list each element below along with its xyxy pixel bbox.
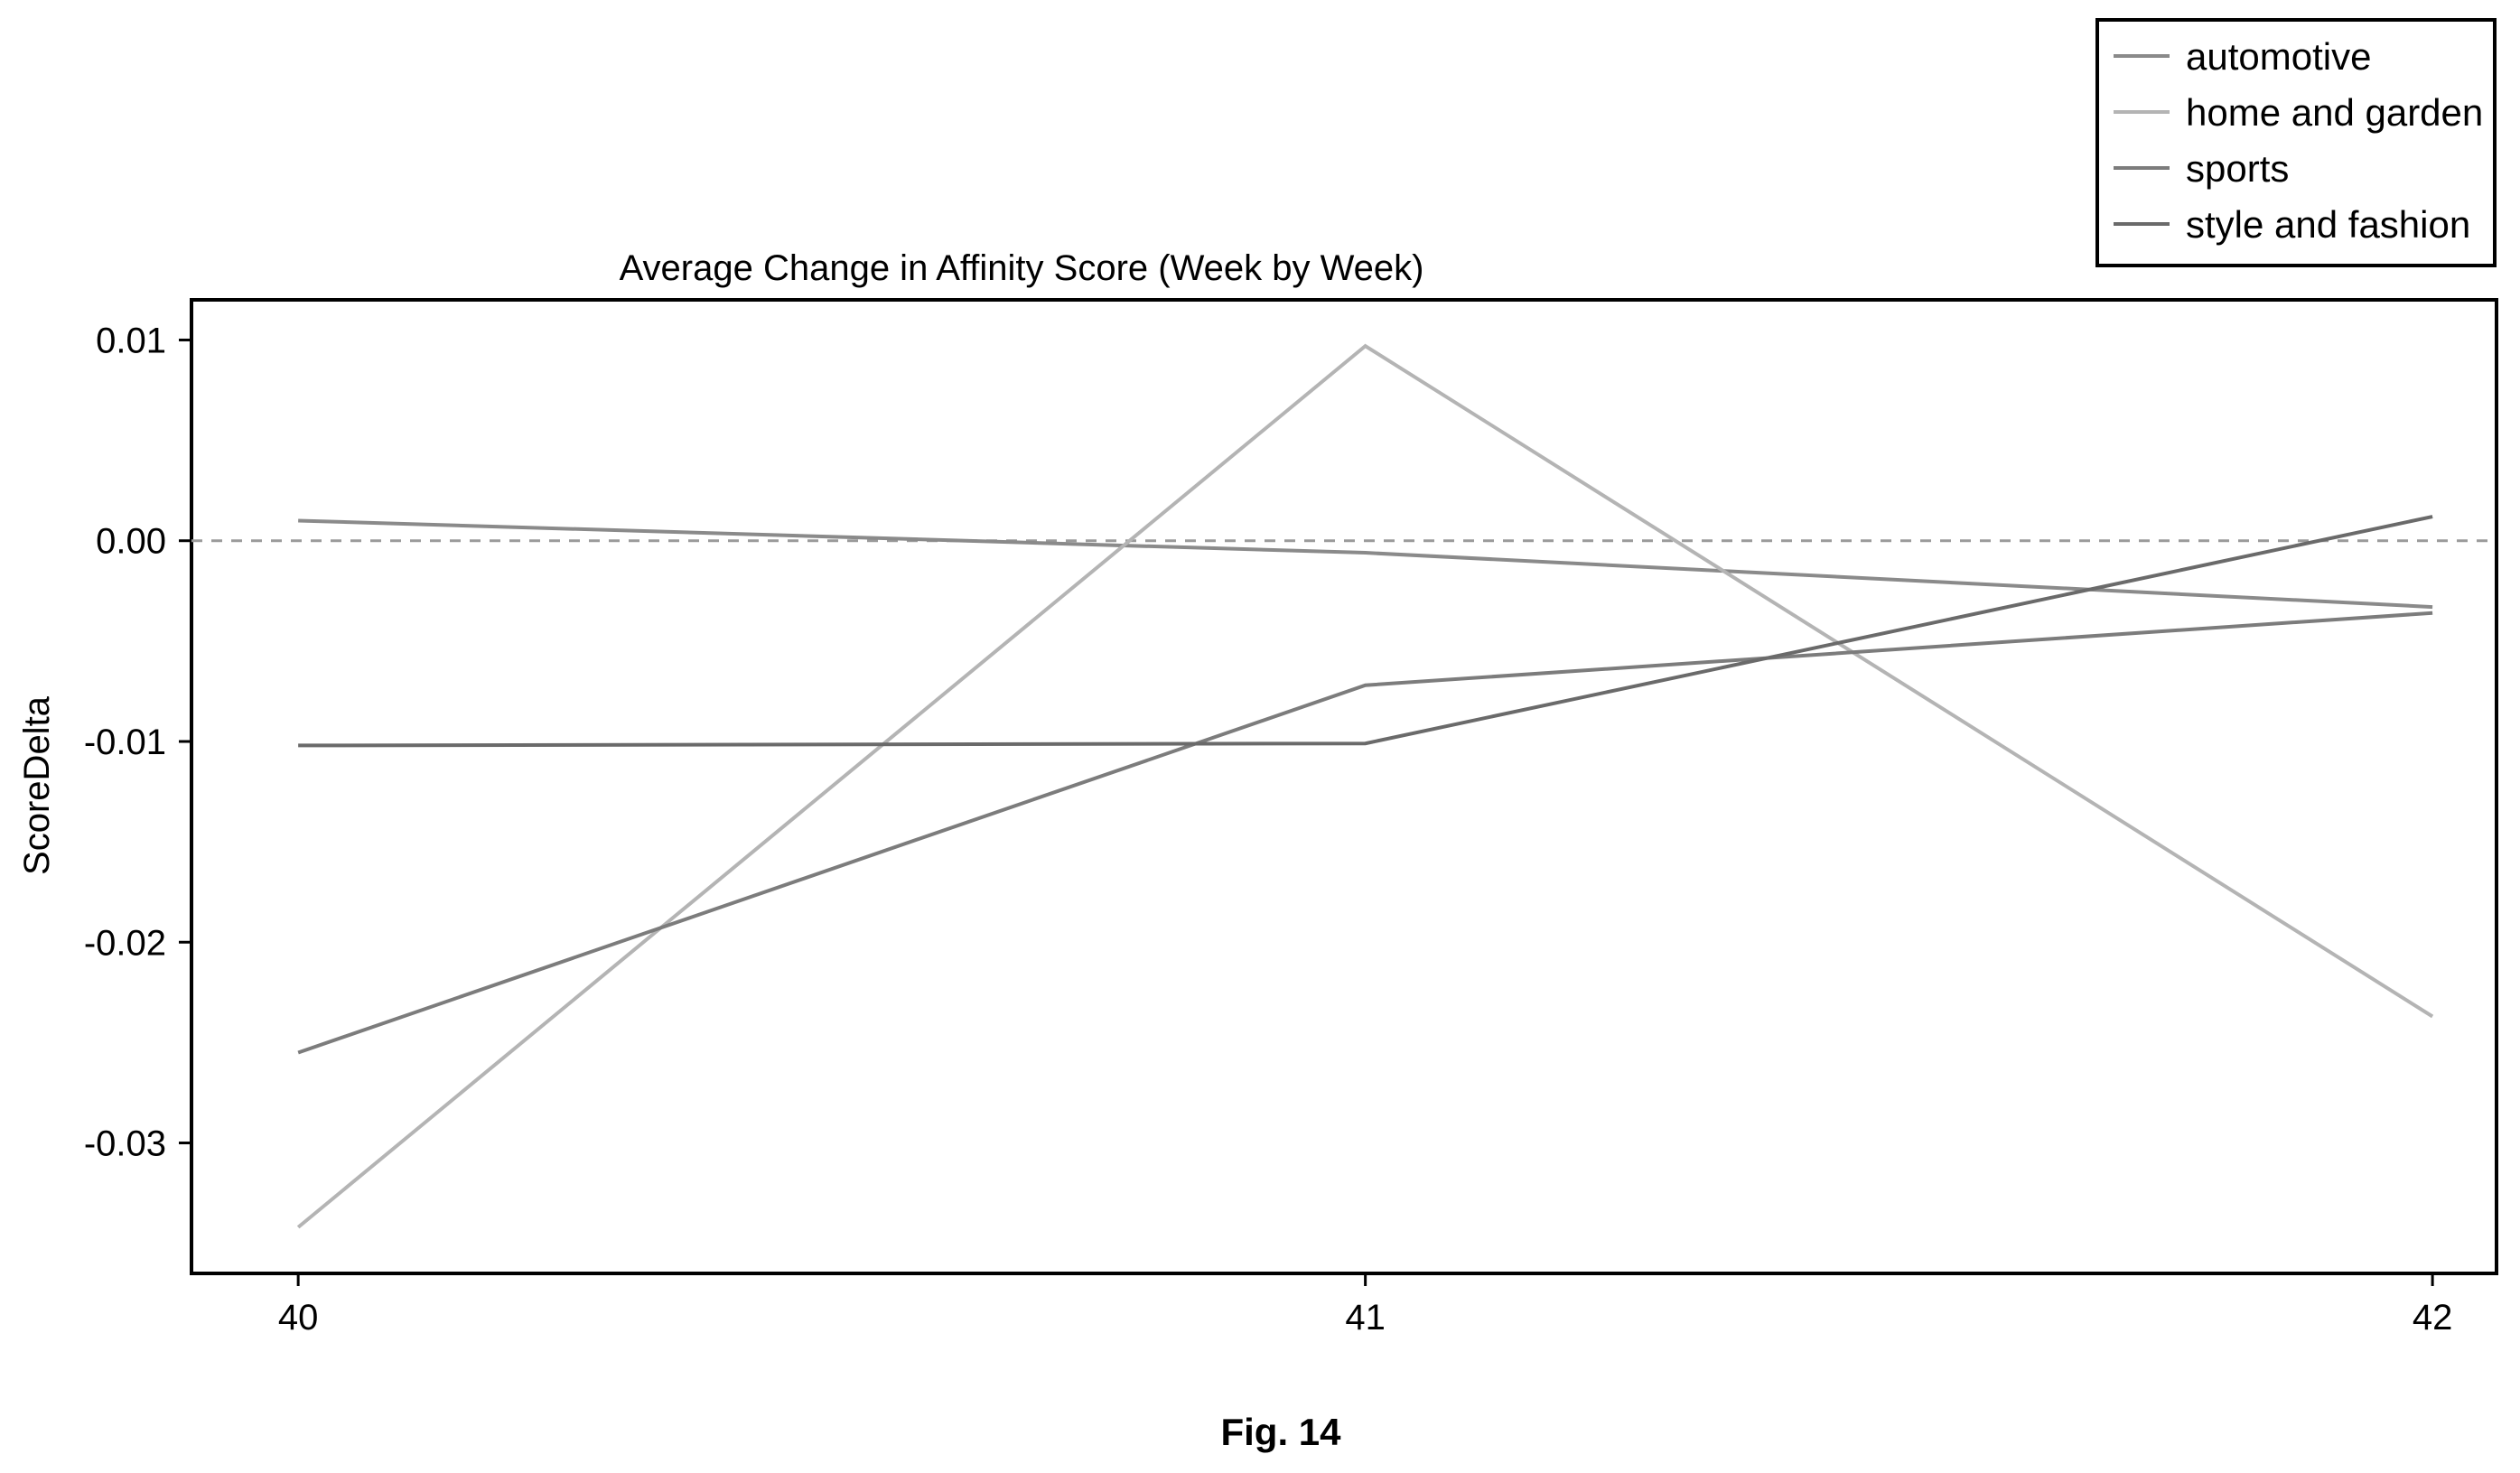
chart-title: Average Change in Affinity Score (Week b… <box>620 248 1424 288</box>
legend-label: home and garden <box>2186 91 2483 134</box>
legend-label: automotive <box>2186 35 2371 78</box>
y-tick-label: -0.03 <box>84 1124 166 1164</box>
y-tick-label: 0.01 <box>96 321 166 360</box>
legend-label: style and fashion <box>2186 203 2470 246</box>
plot-frame <box>190 298 2498 1275</box>
figure-caption: Fig. 14 <box>1220 1411 1341 1453</box>
x-tick-label: 40 <box>278 1298 319 1338</box>
legend-label: sports <box>2186 147 2289 190</box>
x-tick-label: 41 <box>1345 1298 1386 1338</box>
series-line-home-and-garden <box>296 343 2434 1229</box>
y-tick-label: -0.02 <box>84 923 166 963</box>
series-line-sports <box>297 611 2433 1055</box>
y-axis: 0.01 0.00 -0.01 -0.02 -0.03 <box>84 321 191 1164</box>
y-axis-label: ScoreDelta <box>17 695 57 875</box>
x-axis: 40 41 42 <box>278 1273 2452 1338</box>
x-tick-label: 42 <box>2413 1298 2453 1338</box>
legend: automotive home and garden sports style and… <box>2095 18 2497 267</box>
y-tick-label: -0.01 <box>84 723 166 762</box>
series-group <box>296 343 2434 1229</box>
series-line-style-and-fashion <box>298 515 2433 748</box>
series-line-automotive <box>298 518 2433 610</box>
y-tick-label: 0.00 <box>96 522 166 562</box>
